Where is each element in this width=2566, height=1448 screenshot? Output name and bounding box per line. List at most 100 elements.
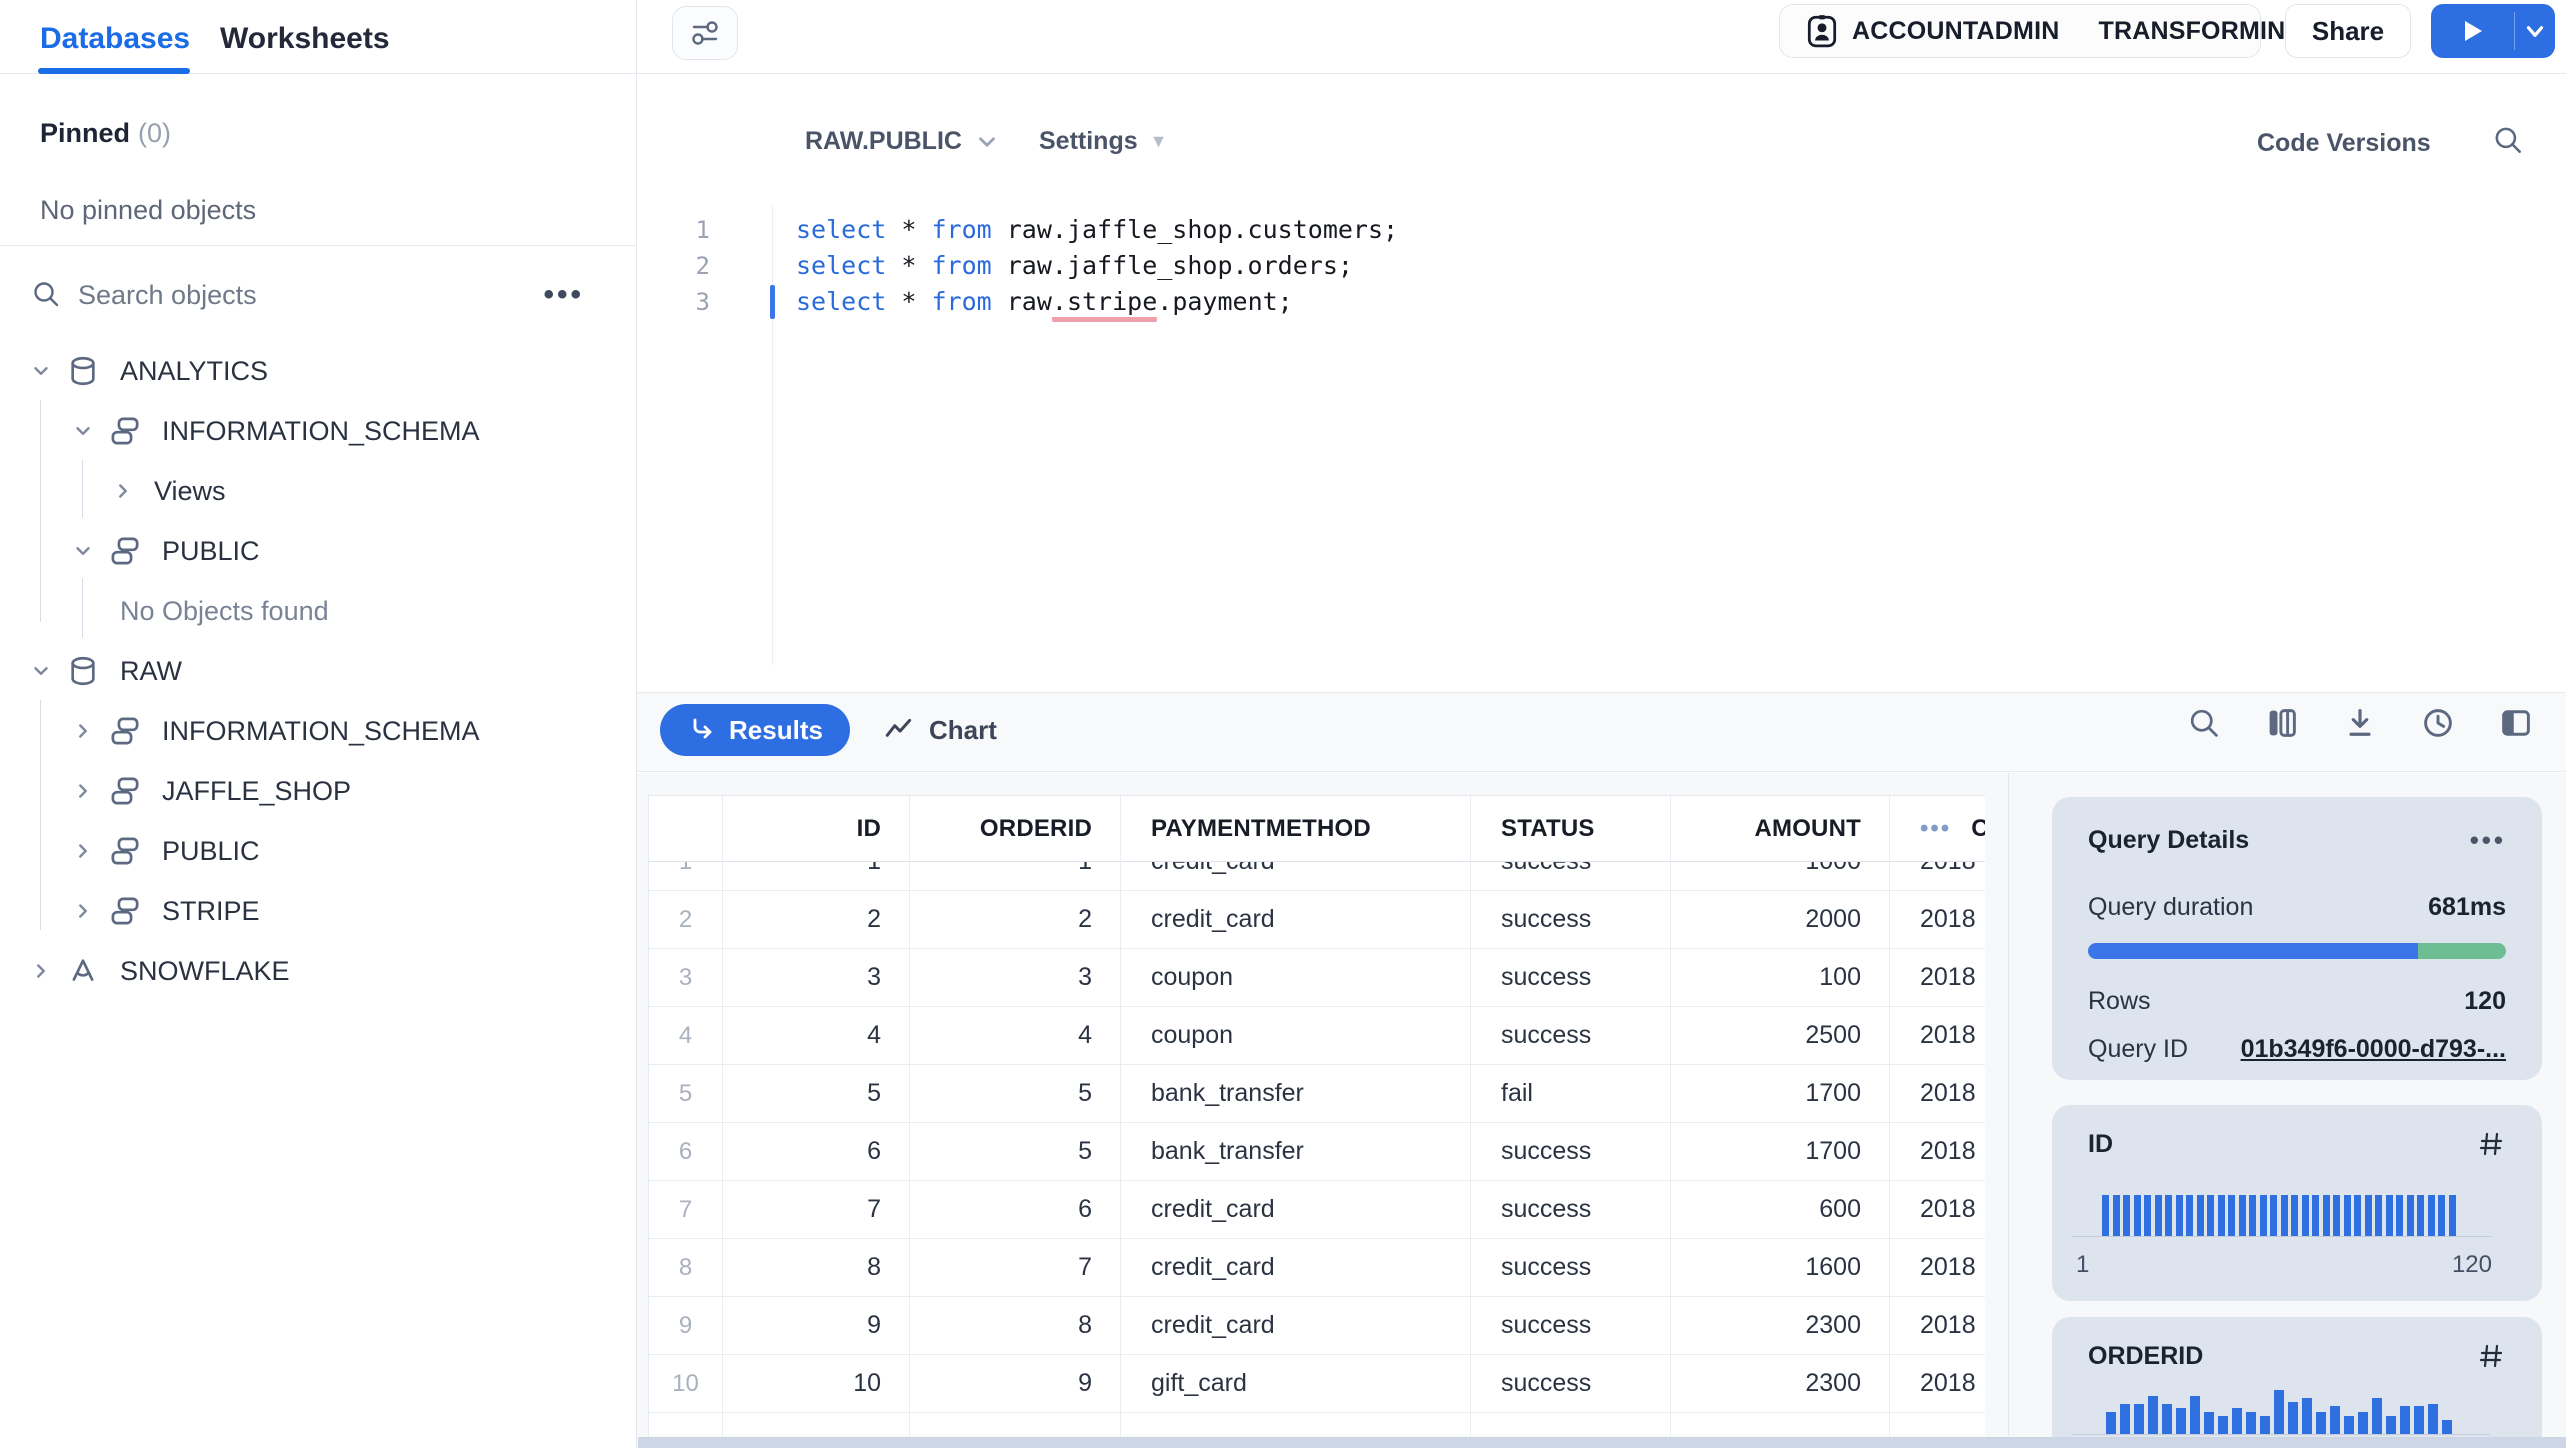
table-row[interactable]: 7 7 6 credit_card success 600 2018 <box>649 1181 1985 1239</box>
code-versions-button[interactable]: Code Versions <box>2257 129 2431 157</box>
table-row[interactable]: 10 10 9 gift_card success 2300 2018 <box>649 1355 1985 1413</box>
number-type-icon <box>2476 1341 2506 1371</box>
table-row[interactable]: 3 3 3 coupon success 100 2018 <box>649 949 1985 1007</box>
sidebar-divider <box>0 245 636 246</box>
number-type-icon <box>2476 1129 2506 1159</box>
tree-indent-guide <box>82 460 83 518</box>
editor-search-icon[interactable] <box>2491 123 2525 157</box>
query-details-menu-icon[interactable]: ••• <box>2469 825 2506 855</box>
tree-item-jaffle-shop[interactable]: JAFFLE_SHOP <box>0 763 636 819</box>
results-arrow-icon <box>687 715 717 745</box>
tree-item-information-schema[interactable]: INFORMATION_SCHEMA <box>0 403 636 459</box>
pinned-section-header: Pinned (0) <box>40 118 172 148</box>
orderid-histogram <box>2106 1390 2456 1434</box>
table-row[interactable]: 2 2 2 credit_card success 2000 2018 <box>649 891 1985 949</box>
schema-icon <box>108 774 142 808</box>
download-icon[interactable] <box>2342 705 2378 741</box>
hidden-columns-icon[interactable]: ••• <box>1920 815 1952 842</box>
vertical-scrollbar[interactable] <box>2008 773 2009 1436</box>
chevron-right-icon[interactable] <box>72 780 94 802</box>
object-search[interactable]: Search objects ••• <box>0 272 636 320</box>
no-pinned-message: No pinned objects <box>40 195 257 225</box>
tree-item-views[interactable]: Views <box>0 463 636 519</box>
chevron-right-icon[interactable] <box>72 840 94 862</box>
table-row[interactable]: 8 8 7 credit_card success 1600 2018 <box>649 1239 1985 1297</box>
tab-worksheets[interactable]: Worksheets <box>220 22 390 55</box>
badge-icon <box>1806 13 1838 49</box>
column-header-orderid[interactable]: ORDERID <box>910 796 1121 862</box>
orderid-column-panel: ORDERID <box>2052 1317 2542 1448</box>
columns-icon[interactable] <box>2264 705 2300 741</box>
chevron-right-icon[interactable] <box>72 900 94 922</box>
table-row[interactable]: 5 5 5 bank_transfer fail 1700 2018 <box>649 1065 1985 1123</box>
column-header-id[interactable]: ID <box>723 796 910 862</box>
tree-item-public[interactable]: PUBLIC <box>0 523 636 579</box>
chevron-right-icon[interactable] <box>30 960 52 982</box>
column-header-paymentmethod[interactable]: PAYMENTMETHOD <box>1121 796 1471 862</box>
chart-line-icon <box>883 715 915 745</box>
tree-item-stripe[interactable]: STRIPE <box>0 883 636 939</box>
filters-button[interactable] <box>672 6 738 60</box>
sidebar-tab-bar: Databases Worksheets <box>0 0 636 74</box>
tree-indent-guide <box>40 700 41 930</box>
search-options-icon[interactable]: ••• <box>543 278 584 311</box>
tree-item-analytics[interactable]: ANALYTICS <box>0 343 636 399</box>
query-id-link[interactable]: 01b349f6-0000-d793-... <box>2240 1035 2506 1063</box>
column-header-status[interactable]: STATUS <box>1471 796 1671 862</box>
chevron-right-icon[interactable] <box>112 480 134 502</box>
line-number: 1 <box>695 216 710 244</box>
tab-databases[interactable]: Databases <box>40 22 191 55</box>
schema-icon <box>108 414 142 448</box>
search-input[interactable]: Search objects <box>78 280 257 310</box>
code-line[interactable]: select * from raw.jaffle_shop.orders; <box>796 251 1353 280</box>
table-row[interactable]: 4 4 4 coupon success 2500 2018 <box>649 1007 1985 1065</box>
sliders-icon <box>686 14 724 52</box>
run-button[interactable] <box>2431 4 2514 58</box>
tree-item-information-schema[interactable]: INFORMATION_SCHEMA <box>0 703 636 759</box>
tab-chart[interactable]: Chart <box>883 704 997 756</box>
sql-editor[interactable]: 1 select * from raw.jaffle_shop.customers… <box>637 205 2566 692</box>
tree-item-snowflake[interactable]: SNOWFLAKE <box>0 943 636 999</box>
search-results-icon[interactable] <box>2186 705 2222 741</box>
share-button[interactable]: Share <box>2285 4 2411 58</box>
column-header-amount[interactable]: AMOUNT <box>1671 796 1890 862</box>
context-selector[interactable]: ACCOUNTADMIN TRANSFORMING <box>1779 4 2305 58</box>
history-icon[interactable] <box>2420 705 2456 741</box>
line-number: 3 <box>695 288 710 316</box>
tree-item-raw[interactable]: RAW <box>0 643 636 699</box>
active-tab-underline <box>38 68 190 74</box>
chevron-right-icon[interactable] <box>72 720 94 742</box>
database-context-dropdown[interactable]: RAW.PUBLIC <box>805 127 1000 156</box>
query-duration-value: 681ms <box>2428 893 2506 921</box>
chevron-down-icon[interactable] <box>72 540 94 562</box>
id-min-label: 1 <box>2076 1251 2090 1278</box>
editor-toolbar: RAW.PUBLIC Settings ▼ Code Versions <box>637 75 2566 205</box>
tree-item-public[interactable]: PUBLIC <box>0 823 636 879</box>
chevron-down-icon <box>974 129 1000 155</box>
split-panel-icon[interactable] <box>2498 705 2534 741</box>
table-row[interactable]: 6 6 5 bank_transfer success 1700 2018 <box>649 1123 1985 1181</box>
chevron-down-icon[interactable] <box>30 660 52 682</box>
database-icon <box>66 654 100 688</box>
schema-icon <box>108 894 142 928</box>
settings-dropdown[interactable]: Settings ▼ <box>1039 127 1168 155</box>
table-row[interactable]: 9 9 8 credit_card success 2300 2018 <box>649 1297 1985 1355</box>
run-options-button[interactable] <box>2515 4 2555 58</box>
column-header-created[interactable]: •••CREATED <box>1890 796 1985 862</box>
chevron-down-icon <box>2522 18 2548 44</box>
query-duration-label: Query duration <box>2088 893 2254 921</box>
id-histogram <box>2102 1195 2459 1237</box>
chevron-down-icon[interactable] <box>72 420 94 442</box>
tab-results[interactable]: Results <box>660 704 850 756</box>
query-id-label: Query ID <box>2088 1035 2189 1063</box>
tree-indent-guide <box>40 400 41 622</box>
id-max-label: 120 <box>2451 1251 2492 1278</box>
worksheet-topbar: ACCOUNTADMIN TRANSFORMING Share <box>637 0 2566 74</box>
warehouse-label: TRANSFORMING <box>2098 16 2306 45</box>
code-line[interactable]: select * from raw.jaffle_shop.customers; <box>796 215 1399 244</box>
line-number: 2 <box>695 252 710 280</box>
horizontal-scrollbar[interactable] <box>638 1437 2566 1448</box>
results-table[interactable]: 111credit_cardsuccess10002018222credit_c… <box>648 795 1985 1436</box>
code-line[interactable]: select * from raw.stripe.payment; <box>796 284 1293 322</box>
chevron-down-icon[interactable] <box>30 360 52 382</box>
